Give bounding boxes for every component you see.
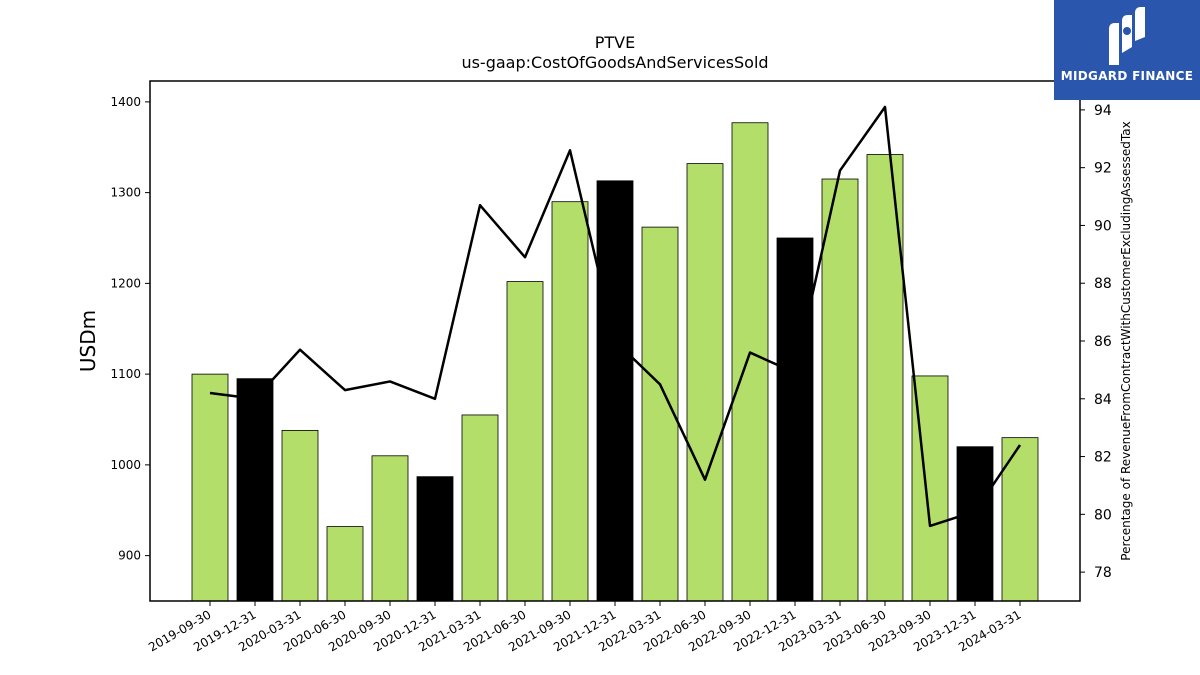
y2-tick-label: 80 xyxy=(1094,507,1112,523)
bars-group xyxy=(191,122,1039,602)
chart-subtitle: us-gaap:CostOfGoodsAndServicesSold xyxy=(461,53,768,72)
bar xyxy=(731,122,769,602)
brand-logo: MIDGARD FINANCE xyxy=(1054,0,1200,100)
bar xyxy=(776,237,814,602)
chart-title: PTVE xyxy=(595,33,635,52)
y-axis-right: 78 80 82 84 86 88 90 92 94 xyxy=(1080,103,1112,581)
bar xyxy=(281,429,319,602)
logo-text: MIDGARD FINANCE xyxy=(1060,69,1194,83)
y2-tick-label: 92 xyxy=(1094,161,1112,177)
y-tick-label: 1200 xyxy=(110,276,141,290)
bar xyxy=(326,526,364,602)
bar xyxy=(956,446,994,602)
y-tick-label: 1100 xyxy=(110,367,141,381)
bar xyxy=(506,281,544,602)
bar xyxy=(641,226,679,602)
bar xyxy=(596,180,634,602)
bar xyxy=(461,414,499,602)
bar xyxy=(371,455,409,602)
y-axis-label: USDm xyxy=(76,310,100,372)
bar xyxy=(416,476,454,602)
y-tick-label: 1000 xyxy=(110,458,141,472)
y-axis-left: 900 1000 1100 1200 1300 1400 xyxy=(110,95,150,563)
y2-tick-label: 82 xyxy=(1094,450,1112,466)
y2-tick-label: 90 xyxy=(1094,218,1112,234)
x-axis: 2019-09-302019-12-312020-03-312020-06-30… xyxy=(146,601,1024,654)
y2-tick-label: 84 xyxy=(1094,392,1112,408)
line-group xyxy=(209,105,1022,528)
y-tick-label: 1300 xyxy=(110,186,141,200)
bar xyxy=(821,178,859,602)
y-tick-label: 1400 xyxy=(110,95,141,109)
y2-tick-label: 86 xyxy=(1094,334,1112,350)
series-line xyxy=(209,105,1022,528)
bar xyxy=(236,378,274,602)
y2-axis-label: Percentage of RevenueFromContractWithCus… xyxy=(1119,121,1133,560)
y2-tick-label: 78 xyxy=(1094,565,1112,581)
bar xyxy=(191,373,229,602)
midgard-logo-icon xyxy=(1109,7,1145,65)
y2-tick-label: 88 xyxy=(1094,276,1112,292)
bar xyxy=(551,201,589,602)
y2-tick-label: 94 xyxy=(1094,103,1112,119)
y-tick-label: 900 xyxy=(118,549,141,563)
bar xyxy=(686,163,724,602)
